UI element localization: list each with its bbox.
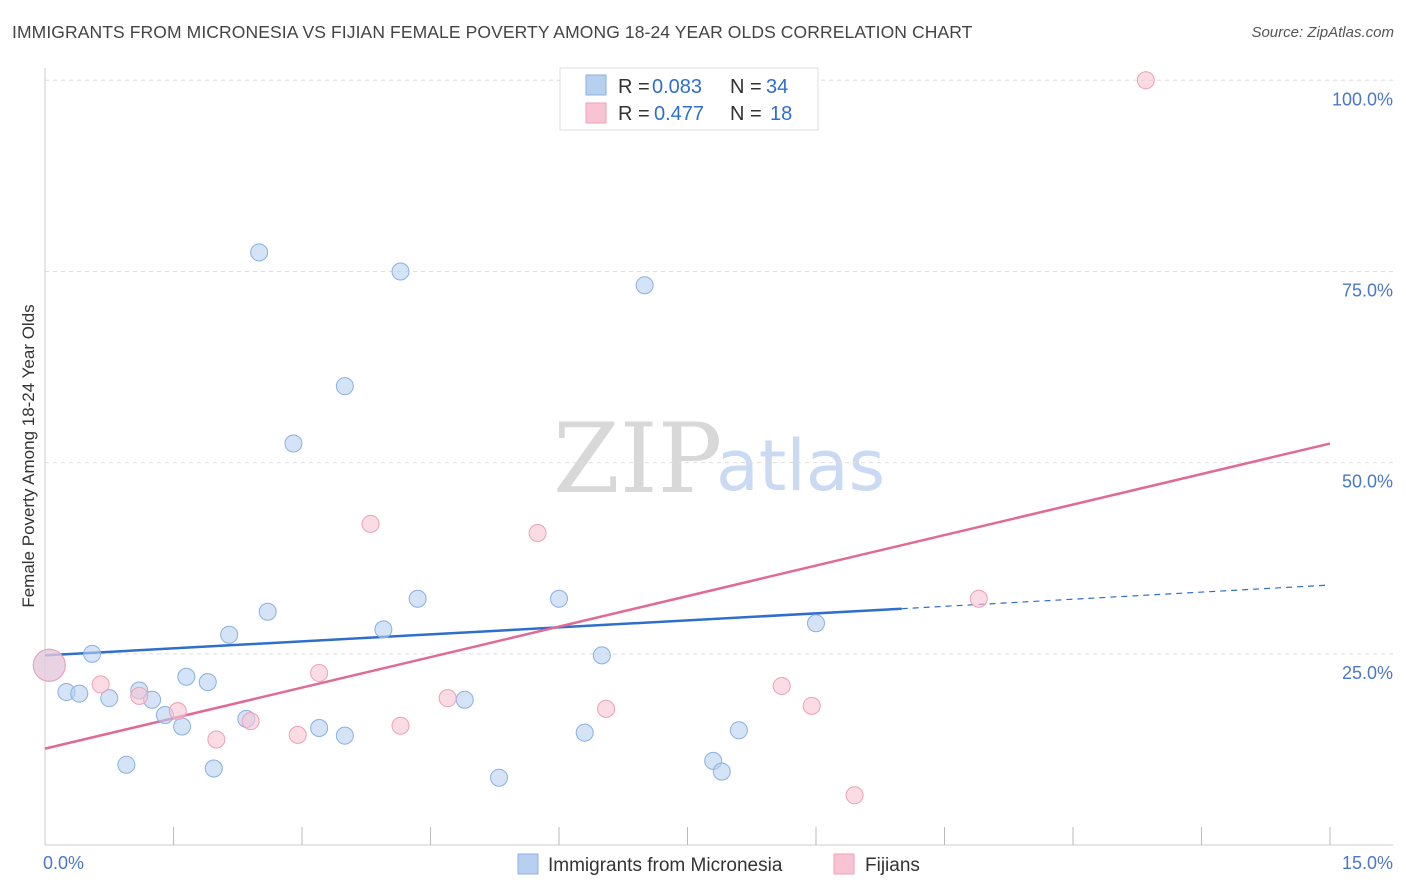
point-fijians-15 (845, 786, 864, 805)
point-micronesia-9 (173, 717, 192, 736)
point-micronesia-13 (220, 625, 239, 644)
legend-r-label-micronesia: R = (618, 76, 650, 98)
y-tick-label-0: 25.0% (1342, 663, 1393, 683)
point-fijians-17 (1136, 71, 1155, 90)
legend-r-value-micronesia: 0.083 (652, 76, 702, 98)
y-tick-label-1: 50.0% (1342, 472, 1393, 492)
legend-r-label-fijians: R = (618, 103, 650, 125)
y-tick-label-3: 100.0% (1332, 89, 1393, 109)
point-fijians-8 (361, 514, 380, 533)
bottom-legend-label-micronesia: Immigrants from Micronesia (548, 855, 783, 876)
y-tick-labels: 25.0% 50.0% 75.0% 100.0% (1332, 89, 1393, 683)
point-fijians-10 (438, 689, 457, 708)
x-tick-label-1: 15.0% (1342, 853, 1393, 873)
point-micronesia-2 (70, 684, 89, 703)
legend-r-value-fijians: 0.477 (654, 103, 704, 125)
point-fijians-13 (772, 676, 791, 695)
point-micronesia-22 (391, 262, 410, 281)
point-micronesia-17 (284, 434, 303, 453)
legend-n-label-fijians: N = (730, 103, 762, 125)
point-micronesia-19 (335, 726, 354, 745)
point-micronesia-15 (250, 243, 269, 262)
bottom-legend-swatch-fijians (833, 853, 855, 875)
point-fijians-6 (288, 725, 307, 744)
chart-title: IMMIGRANTS FROM MICRONESIA VS FIJIAN FEM… (12, 22, 973, 42)
point-micronesia-20 (335, 377, 354, 396)
y-tick-label-2: 75.0% (1342, 280, 1393, 300)
point-micronesia-21 (374, 620, 393, 639)
source-label: Source: ZipAtlas.com (1251, 24, 1394, 41)
scatter-points (32, 71, 1155, 805)
point-fijians-9 (391, 716, 410, 735)
gridlines (45, 79, 1393, 655)
point-fijians-3 (168, 702, 187, 721)
point-micronesia-4 (100, 689, 119, 708)
series-legend: Immigrants from Micronesia Fijians (517, 853, 920, 876)
point-micronesia-23 (408, 589, 427, 608)
y-axis-title: Female Poverty Among 18-24 Year Olds (19, 304, 38, 607)
legend-swatch-micronesia (585, 74, 607, 96)
point-micronesia-10 (177, 667, 196, 686)
point-micronesia-24 (455, 690, 474, 709)
point-fijians-7 (310, 663, 329, 682)
watermark-zip: ZIP (553, 403, 722, 515)
point-micronesia-11 (198, 673, 217, 692)
point-micronesia-28 (592, 646, 611, 665)
point-micronesia-3 (83, 644, 102, 663)
x-tick-label-0: 0.0% (43, 853, 84, 873)
point-fijians-16 (969, 589, 988, 608)
point-micronesia-12 (204, 759, 223, 778)
point-micronesia-16 (258, 602, 277, 621)
point-micronesia-33 (807, 614, 825, 633)
trendline-micronesia-extension (901, 584, 1331, 610)
point-micronesia-29 (635, 276, 654, 295)
point-fijians-12 (597, 699, 616, 718)
point-fijians-2 (130, 686, 149, 705)
axes (44, 68, 1393, 846)
point-fijians-1 (91, 675, 110, 694)
legend-swatch-fijians (585, 102, 607, 124)
point-micronesia-32 (729, 721, 748, 740)
watermark-atlas: atlas (716, 425, 885, 507)
legend-n-label-micronesia: N = (730, 76, 762, 98)
point-micronesia-31 (712, 762, 731, 781)
point-fijians-14 (802, 696, 821, 715)
point-fijians-5 (241, 712, 260, 731)
bottom-legend-swatch-micronesia (517, 853, 539, 875)
legend-n-value-micronesia: 34 (766, 76, 788, 98)
point-micronesia-25 (490, 768, 509, 787)
x-ticks: 0.0% 15.0% (43, 827, 1393, 873)
point-fijians-4 (207, 730, 226, 749)
stats-legend: R = 0.083 N = 34 R = 0.477 N = 18 (559, 67, 819, 131)
point-micronesia-26 (550, 589, 568, 608)
point-fijians-11 (528, 524, 547, 542)
point-micronesia-18 (310, 719, 329, 737)
point-micronesia-5 (117, 755, 136, 774)
point-micronesia-27 (575, 723, 594, 742)
trendline-micronesia (44, 607, 902, 657)
bottom-legend-label-fijians: Fijians (865, 855, 920, 876)
trendline-fijians (44, 442, 1331, 750)
point-fijians-0 (32, 648, 66, 682)
legend-n-value-fijians: 18 (770, 103, 792, 125)
